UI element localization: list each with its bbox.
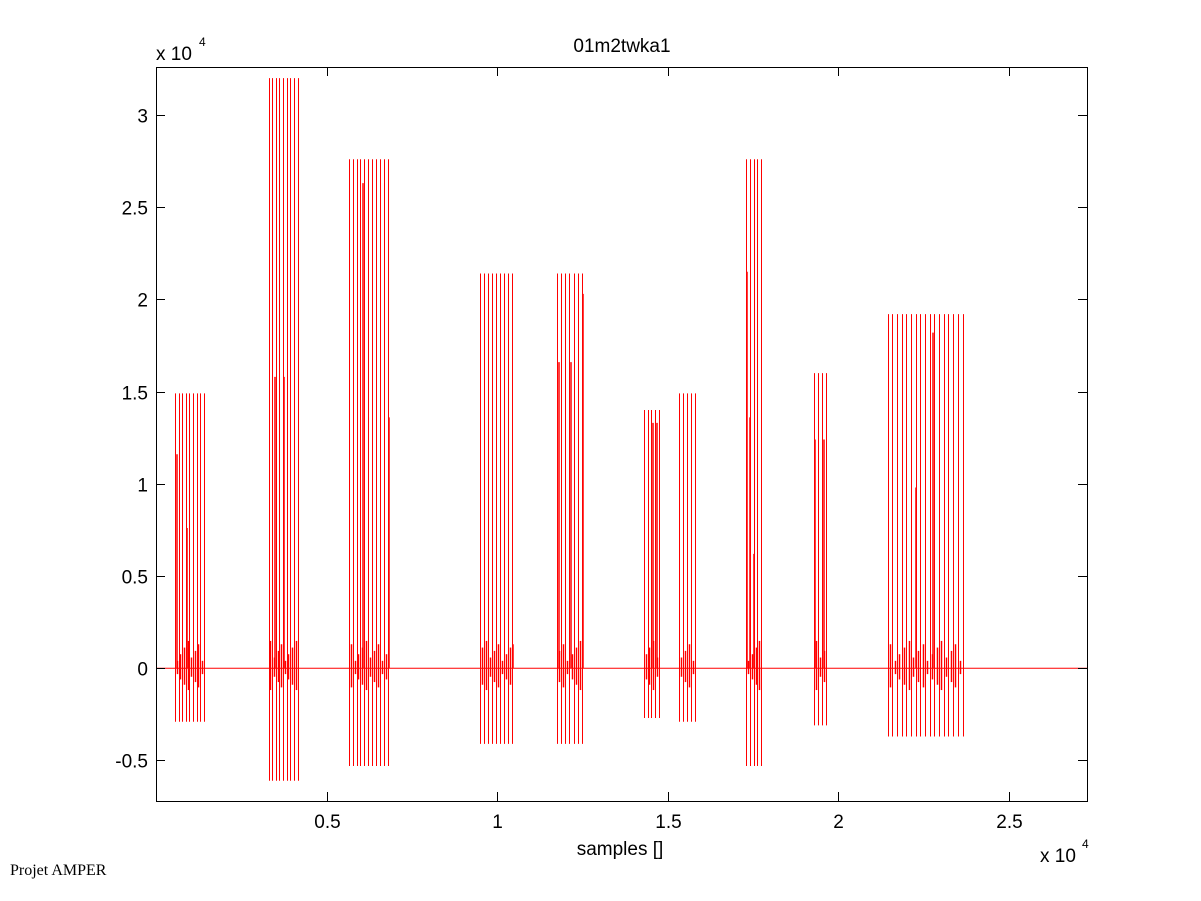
x-exponent-label: x 10	[1040, 846, 1076, 867]
axes: 0.5 1 1.5 2 2.5 -0.5 0 0.5 1 1.5 2 2.5 3	[115, 67, 1088, 833]
y-tick-label: 3	[137, 107, 148, 128]
x-tick-label: 2.5	[996, 812, 1022, 833]
y-exponent: x 10 4	[156, 35, 206, 65]
signal-burst	[175, 393, 205, 722]
signal-burst	[814, 373, 827, 726]
x-tick-label: 1	[492, 812, 503, 833]
signal-burst	[644, 410, 660, 719]
axes-box	[156, 67, 1088, 802]
signal-burst	[746, 159, 762, 766]
footer-credit: Projet AMPER	[10, 862, 107, 879]
y-tick-label: 0.5	[122, 568, 148, 589]
signal-burst	[480, 273, 514, 744]
x-tick-label: 1.5	[655, 812, 681, 833]
y-tick-label: -0.5	[115, 752, 148, 773]
signal-burst	[269, 78, 299, 781]
y-tick-label: 2.5	[122, 199, 148, 220]
y-tick-label: 1.5	[122, 384, 148, 405]
y-tick-label: 1	[137, 476, 148, 497]
y-tick-label: 2	[137, 291, 148, 312]
y-exponent-label: x 10	[156, 44, 192, 65]
x-axis-label: samples []	[577, 839, 664, 860]
signal-burst	[679, 393, 696, 722]
chart-title: 01m2twka1	[573, 36, 670, 57]
y-exponent-power: 4	[199, 35, 206, 49]
y-tick-label: 0	[137, 660, 148, 681]
signal-burst	[557, 273, 584, 744]
x-tick-label: 0.5	[314, 812, 340, 833]
plot-area	[156, 78, 1087, 781]
signal-burst	[888, 314, 964, 737]
x-exponent-power: 4	[1082, 837, 1089, 851]
x-exponent: x 10 4	[1040, 837, 1089, 867]
x-tick-label: 2	[833, 812, 844, 833]
signal-burst	[349, 159, 390, 766]
